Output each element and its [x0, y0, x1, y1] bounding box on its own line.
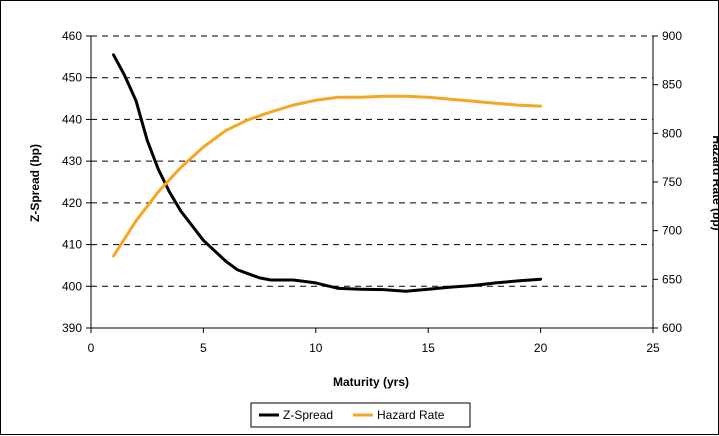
left-tick-label: 400 [62, 279, 82, 293]
right-tick-label: 650 [662, 272, 682, 286]
series-line-hazard-rate [112, 94, 543, 258]
right-tick-label: 800 [662, 126, 682, 140]
left-tick-label: 450 [62, 71, 82, 85]
x-tick-label: 15 [422, 341, 436, 355]
left-tick-label: 440 [62, 112, 82, 126]
right-tick-label: 850 [662, 78, 682, 92]
legend-label-z-spread: Z-Spread [283, 408, 333, 422]
right-tick-label: 600 [662, 321, 682, 335]
x-tick-label: 5 [200, 341, 207, 355]
series-line-z-spread [112, 53, 543, 293]
series-lines [112, 53, 543, 293]
x-tick-label: 10 [309, 341, 323, 355]
x-axis-title: Maturity (yrs) [333, 375, 409, 389]
right-tick-label: 750 [662, 175, 682, 189]
tick-labels: 390 400 410 420 430 440 450 460 600 650 700 750 800 8… [62, 29, 682, 355]
gridlines [91, 35, 653, 287]
x-tick-label: 0 [88, 341, 95, 355]
left-tick-label: 430 [62, 154, 82, 168]
axes [86, 35, 658, 333]
x-tick-label: 25 [646, 341, 660, 355]
right-tick-label: 700 [662, 224, 682, 238]
left-tick-label: 390 [62, 321, 82, 335]
left-axis-title: Z-Spread (bp) [28, 144, 42, 222]
right-tick-label: 900 [662, 29, 682, 43]
left-tick-label: 460 [62, 29, 82, 43]
legend: Z-Spread Hazard Rate [250, 402, 471, 428]
left-tick-label: 410 [62, 238, 82, 252]
right-axis-title: Hazard Rate (bp) [710, 135, 719, 230]
x-tick-label: 20 [534, 341, 548, 355]
legend-label-hazard-rate: Hazard Rate [377, 408, 445, 422]
left-tick-label: 420 [62, 196, 82, 210]
